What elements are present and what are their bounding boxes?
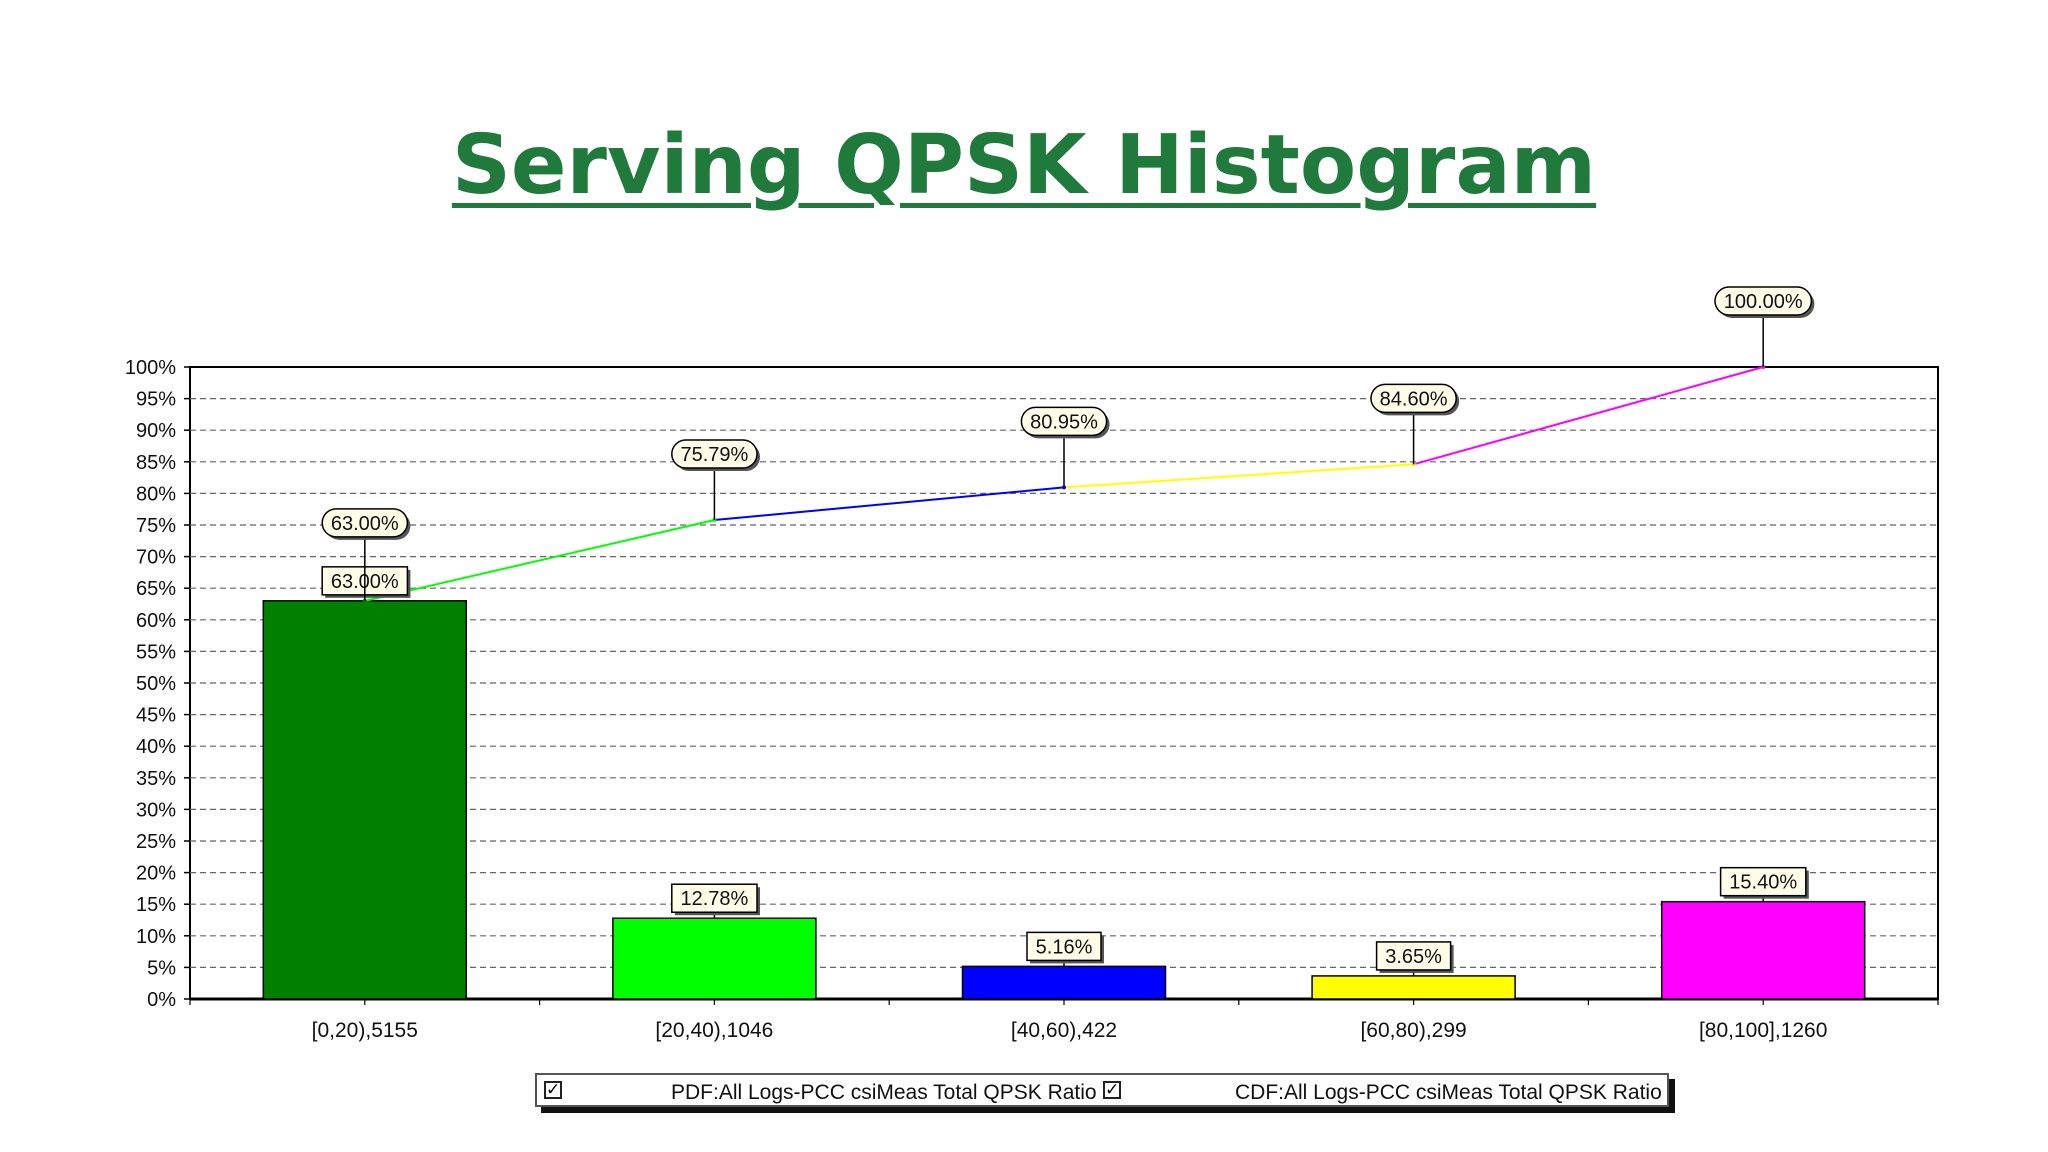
chart-legend: ✓ PDF:All Logs-PCC csiMeas Total QPSK Ra… bbox=[535, 1073, 1669, 1107]
cdf-data-label: 80.95% bbox=[1030, 411, 1098, 433]
y-tick-label: 85% bbox=[136, 452, 176, 474]
cdf-data-label-box bbox=[1714, 286, 1813, 316]
y-tick-label: 60% bbox=[136, 610, 176, 632]
pdf-data-label: 3.65% bbox=[1385, 946, 1442, 968]
cdf-legend-checkbox[interactable]: ✓ bbox=[1103, 1080, 1121, 1099]
y-tick-label: 95% bbox=[136, 389, 176, 411]
data-labels: 63.00%12.78%5.16% 3.65%15.40%63.00%75.79%… bbox=[321, 286, 1815, 976]
cdf-line bbox=[362, 365, 1766, 603]
pdf-data-label-box bbox=[1375, 941, 1452, 971]
pdf-data-label: 12.78% bbox=[680, 888, 748, 910]
cdf-segment bbox=[1413, 366, 1764, 466]
cdf-data-label-box bbox=[1020, 406, 1108, 437]
x-tick-label: [40,60),422 bbox=[1011, 1019, 1117, 1042]
pdf-bar bbox=[1311, 975, 1516, 1000]
cdf-data-label: 75.79% bbox=[680, 444, 748, 466]
y-tick-label: 0% bbox=[147, 989, 176, 1011]
y-tick-label: 90% bbox=[136, 420, 176, 442]
cdf-data-label-box bbox=[671, 439, 758, 469]
y-tick-label: 30% bbox=[136, 799, 176, 821]
pdf-legend-checkbox[interactable]: ✓ bbox=[544, 1080, 562, 1099]
y-tick-label: 40% bbox=[136, 736, 176, 758]
pdf-data-label-box bbox=[1719, 866, 1807, 897]
y-tick-label: 15% bbox=[136, 894, 176, 916]
cdf-legend-label: CDF:All Logs-PCC csiMeas Total QPSK Rati… bbox=[1235, 1081, 1662, 1104]
cdf-data-label-box bbox=[321, 508, 409, 538]
y-tick-label: 10% bbox=[136, 926, 176, 948]
pdf-data-label-box bbox=[671, 883, 758, 913]
x-tick-label: [0,20),5155 bbox=[312, 1019, 418, 1042]
y-tick-label: 20% bbox=[136, 863, 176, 885]
x-tick-label: [20,40),1046 bbox=[655, 1019, 773, 1042]
y-tick-label: 5% bbox=[147, 957, 176, 979]
cdf-data-label-box bbox=[1370, 383, 1457, 414]
pdf-bar bbox=[961, 965, 1167, 1000]
pdf-legend-label: PDF:All Logs-PCC csiMeas Total QPSK Rati… bbox=[671, 1081, 1097, 1104]
pdf-bar bbox=[612, 917, 817, 1000]
y-tick-label: 45% bbox=[136, 705, 176, 727]
cdf-data-label: 63.00% bbox=[331, 513, 399, 535]
y-tick-label: 65% bbox=[136, 578, 176, 600]
pdf-bars bbox=[262, 600, 1866, 1000]
y-tick-label: 55% bbox=[136, 641, 176, 663]
y-tick-label: 75% bbox=[136, 515, 176, 537]
cdf-data-label: 100.00% bbox=[1724, 291, 1803, 313]
y-tick-label: 100% bbox=[125, 357, 176, 379]
y-tick-label: 70% bbox=[136, 547, 176, 569]
cdf-segment bbox=[1063, 463, 1414, 489]
x-tick-label: [80,100],1260 bbox=[1699, 1019, 1827, 1042]
pdf-bar bbox=[1660, 900, 1866, 1000]
y-tick-label: 25% bbox=[136, 831, 176, 853]
x-tick-label: [60,80),299 bbox=[1360, 1019, 1466, 1042]
cdf-data-label: 84.60% bbox=[1380, 388, 1448, 410]
pdf-data-label: 5.16% bbox=[1036, 936, 1093, 958]
cdf-segment bbox=[714, 486, 1065, 522]
cdf-segment bbox=[364, 519, 715, 602]
pdf-bar bbox=[262, 600, 468, 1000]
y-tick-label: 35% bbox=[136, 768, 176, 790]
y-tick-label: 50% bbox=[136, 673, 176, 695]
pdf-data-label: 15.40% bbox=[1729, 872, 1797, 894]
pdf-data-label-box bbox=[1026, 931, 1102, 962]
slide-title: Serving QPSK Histogram bbox=[451, 118, 1597, 213]
y-tick-label: 80% bbox=[136, 483, 176, 505]
